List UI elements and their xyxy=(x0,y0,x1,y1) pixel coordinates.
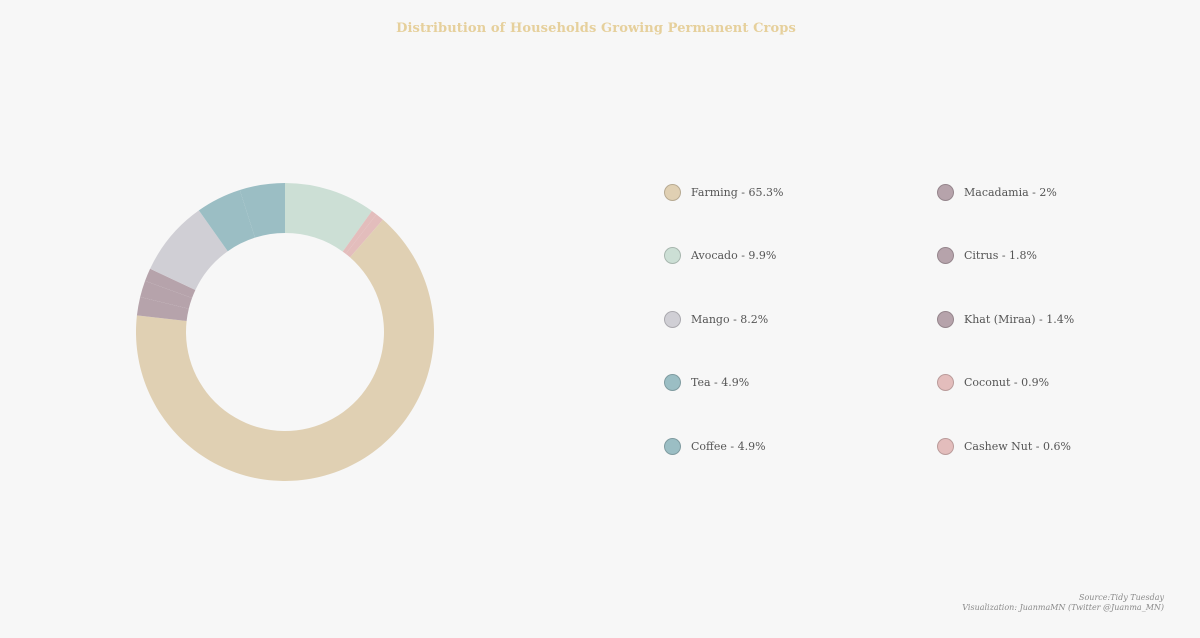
legend-swatch xyxy=(937,310,954,328)
legend-swatch xyxy=(937,183,954,201)
chart-title: Distribution of Households Growing Perma… xyxy=(396,21,796,36)
slice-macadamia xyxy=(136,296,189,321)
legend-item: Farming - 65.3% xyxy=(664,181,783,203)
slice-mango xyxy=(150,210,228,290)
legend-item: Coconut - 0.9% xyxy=(937,372,1049,394)
legend-item: Citrus - 1.8% xyxy=(937,245,1037,267)
legend-item: Cashew Nut - 0.6% xyxy=(937,435,1071,457)
slice-cashew-nut xyxy=(342,210,377,254)
slice-coffee xyxy=(239,183,285,238)
donut-slices xyxy=(136,183,435,482)
legend-label: Farming - 65.3% xyxy=(691,185,784,199)
slice-tea xyxy=(198,190,255,252)
legend-swatch xyxy=(664,437,681,455)
legend-label: Coconut - 0.9% xyxy=(964,376,1050,389)
legend-label: Khat (Miraa) - 1.4% xyxy=(964,312,1075,326)
chart-caption: Source:Tidy Tuesday Visualization: Juanm… xyxy=(962,593,1164,613)
legend-swatch xyxy=(664,247,681,264)
slice-citrus xyxy=(140,280,193,309)
legend-item: Coffee - 4.9% xyxy=(664,435,766,457)
slice-coconut xyxy=(345,214,383,258)
legend-item: Mango - 8.2% xyxy=(664,308,768,330)
legend-item: Macadamia - 2% xyxy=(937,181,1057,203)
legend-label: Mango - 8.2% xyxy=(691,312,769,326)
legend-label: Citrus - 1.8% xyxy=(964,249,1037,262)
slice-farming xyxy=(136,219,435,482)
legend-swatch xyxy=(664,374,681,391)
source-caption: Source:Tidy Tuesday xyxy=(1079,593,1164,602)
legend-swatch xyxy=(664,183,681,201)
slice-avocado xyxy=(285,183,372,252)
legend-item: Tea - 4.9% xyxy=(664,372,749,394)
legend-label: Cashew Nut - 0.6% xyxy=(964,439,1071,453)
credit-caption: Visualization: JuanmaMN (Twitter @Juanma… xyxy=(962,603,1164,612)
legend-label: Tea - 4.9% xyxy=(691,376,750,389)
legend-label: Coffee - 4.9% xyxy=(691,439,766,453)
legend-swatch xyxy=(937,247,954,264)
legend-label: Macadamia - 2% xyxy=(964,185,1057,199)
donut-chart xyxy=(136,183,435,482)
slice-khat-miraa xyxy=(145,268,196,298)
legend-swatch xyxy=(937,437,954,455)
legend-item: Khat (Miraa) - 1.4% xyxy=(937,308,1074,330)
legend-item: Avocado - 9.9% xyxy=(664,245,776,267)
legend-label: Avocado - 9.9% xyxy=(691,249,777,262)
legend-swatch xyxy=(937,374,954,391)
chart-legend: Farming - 65.3% Avocado - 9.9% Mango - 8.2… xyxy=(664,181,1104,461)
legend-swatch xyxy=(664,310,681,328)
